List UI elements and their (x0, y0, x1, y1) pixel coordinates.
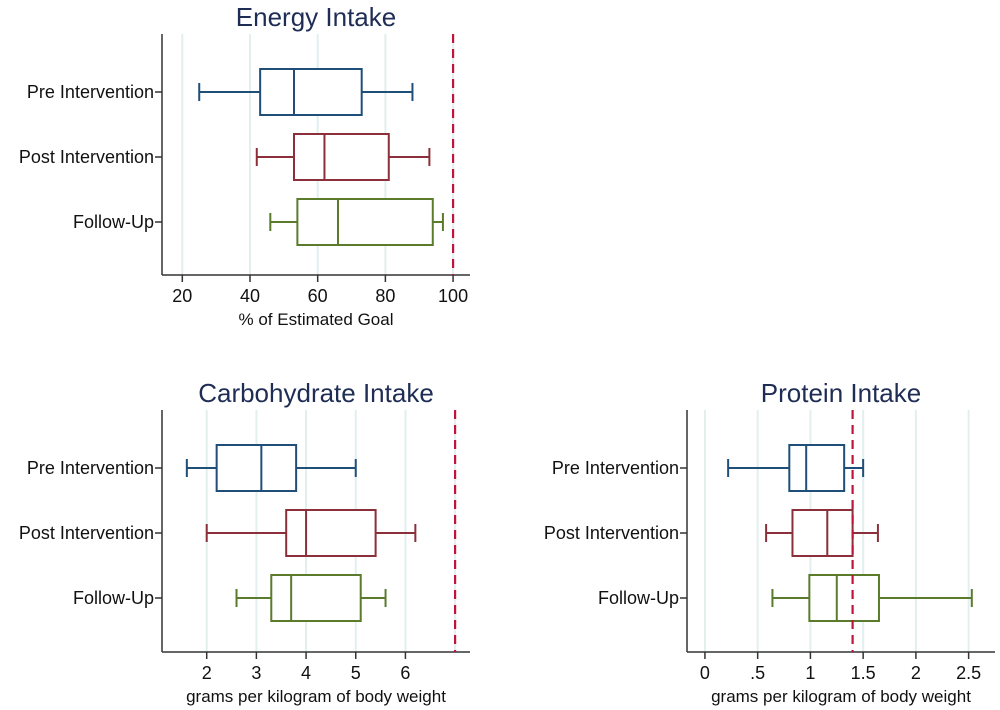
x-tick-label: 2 (202, 663, 212, 683)
box-post-intervention: Post Intervention (19, 133, 431, 181)
x-tick-label: 80 (375, 286, 395, 306)
x-tick-label: 100 (438, 286, 468, 306)
category-label: Post Intervention (19, 147, 154, 167)
box-post-intervention: Post Intervention (544, 509, 879, 557)
category-label: Follow-Up (598, 588, 679, 608)
box-iqr (791, 509, 854, 557)
category-label: Post Intervention (19, 523, 154, 543)
x-tick-label: 1.5 (851, 663, 876, 683)
x-axis-label: grams per kilogram of body weight (186, 687, 446, 706)
x-tick-label: 4 (301, 663, 311, 683)
box-pre-intervention: Pre Intervention (552, 444, 865, 492)
box-post-intervention: Post Intervention (19, 509, 417, 557)
chart-title: Carbohydrate Intake (198, 378, 434, 408)
x-tick-label: 3 (251, 663, 261, 683)
category-label: Pre Intervention (27, 458, 154, 478)
x-tick-label: .5 (750, 663, 765, 683)
box-iqr (293, 133, 390, 181)
chart-title: Protein Intake (761, 378, 921, 408)
category-label: Post Intervention (544, 523, 679, 543)
box-iqr (808, 574, 880, 622)
x-tick-label: 1 (805, 663, 815, 683)
box-iqr (788, 444, 846, 492)
box-iqr (259, 68, 363, 116)
x-axis-label: % of Estimated Goal (239, 310, 394, 329)
x-axis-label: grams per kilogram of body weight (711, 687, 971, 706)
x-tick-label: 5 (351, 663, 361, 683)
x-tick-label: 40 (240, 286, 260, 306)
category-label: Pre Intervention (27, 82, 154, 102)
category-label: Follow-Up (73, 588, 154, 608)
x-tick-label: 60 (308, 286, 328, 306)
box-follow-up: Follow-Up (73, 574, 387, 622)
box-pre-intervention: Pre Intervention (27, 68, 414, 116)
box-iqr (270, 574, 362, 622)
category-label: Follow-Up (73, 212, 154, 232)
chart-panel-1: Energy Intake 20 40 60 80 100 % of Estimated G… (19, 2, 470, 329)
box-iqr (285, 509, 377, 557)
x-tick-label: 2.5 (956, 663, 981, 683)
category-label: Pre Intervention (552, 458, 679, 478)
chart-title: Energy Intake (236, 2, 396, 32)
box-iqr (296, 198, 434, 246)
x-tick-label: 20 (172, 286, 192, 306)
x-tick-label: 6 (400, 663, 410, 683)
x-tick-label: 0 (700, 663, 710, 683)
box-pre-intervention: Pre Intervention (27, 444, 357, 492)
box-iqr (215, 444, 298, 492)
box-follow-up: Follow-Up (598, 574, 973, 622)
chart-panel-2: Carbohydrate Intake 2 3 4 5 6 grams per kilogr… (19, 378, 470, 706)
chart-panel-3: Protein Intake 0 .5 1 1.5 2 2.5 grams per kilog… (544, 378, 995, 706)
x-tick-label: 2 (911, 663, 921, 683)
box-follow-up: Follow-Up (73, 198, 444, 246)
